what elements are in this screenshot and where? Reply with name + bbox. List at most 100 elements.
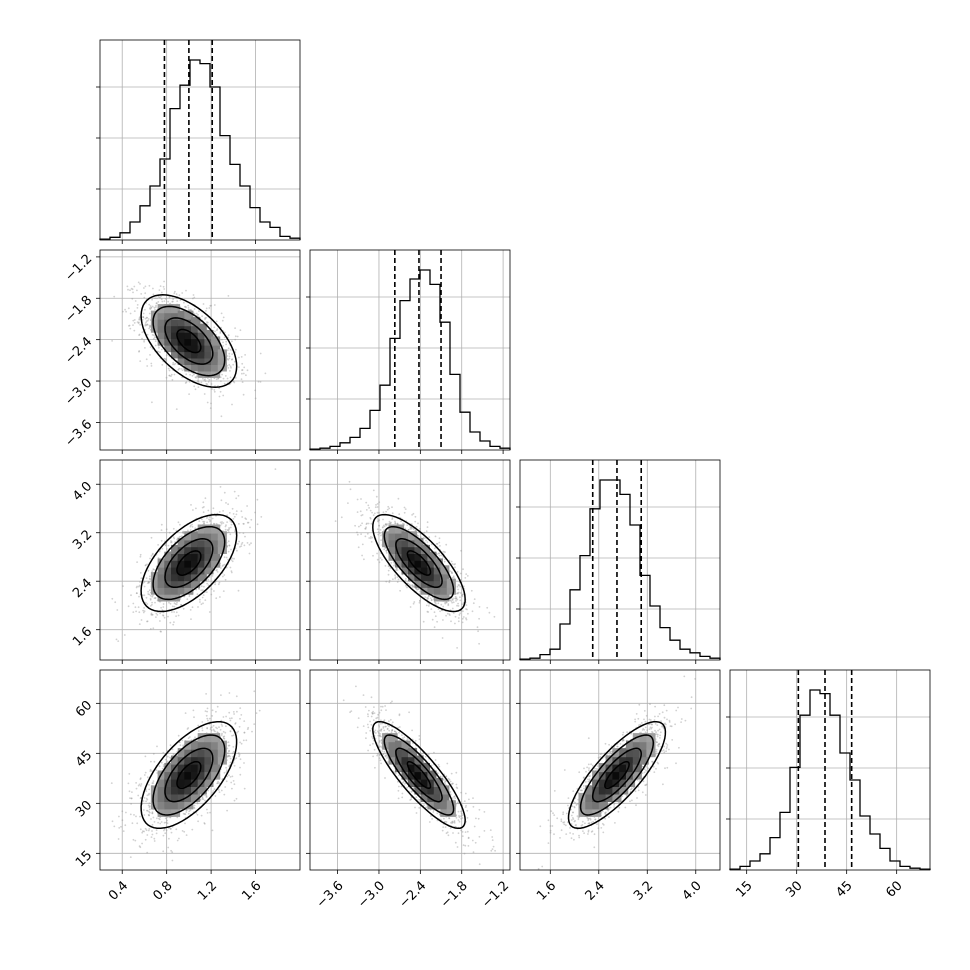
sample-point — [122, 310, 124, 313]
density-cell — [408, 544, 418, 554]
sample-point — [220, 499, 223, 502]
sample-point — [241, 516, 244, 518]
density-cell — [408, 572, 418, 582]
sample-point — [142, 312, 145, 315]
density-cell — [171, 585, 181, 595]
sample-point — [163, 829, 165, 832]
sample-point — [229, 526, 232, 529]
sample-point — [207, 584, 210, 587]
sample-point — [165, 354, 168, 356]
sample-point — [190, 504, 192, 506]
sample-point — [181, 369, 184, 372]
sample-point — [135, 610, 138, 613]
density-cell — [388, 524, 398, 534]
sample-point — [168, 369, 171, 372]
sample-point — [377, 533, 380, 536]
scatter-panel — [96, 459, 301, 664]
sample-point — [455, 597, 458, 599]
sample-point — [144, 323, 147, 326]
sample-point — [240, 510, 243, 513]
sample-point — [198, 588, 201, 590]
sample-point — [415, 526, 418, 528]
sample-point — [213, 523, 216, 525]
density-cell — [408, 551, 418, 561]
density-cell — [164, 343, 174, 353]
sample-point — [223, 771, 226, 774]
density-cell — [197, 531, 207, 541]
sample-point — [418, 601, 421, 604]
sample-point — [412, 602, 415, 605]
density-cell — [177, 585, 187, 595]
density-cell — [427, 572, 437, 582]
sample-point — [227, 529, 230, 532]
sample-point — [452, 575, 455, 578]
sample-point — [153, 334, 155, 337]
sample-point — [470, 589, 473, 592]
sample-point — [357, 546, 360, 549]
sample-point — [167, 615, 169, 618]
sample-point — [144, 564, 147, 566]
sample-point — [360, 498, 362, 500]
sample-point — [213, 389, 216, 391]
sample-point — [419, 600, 421, 602]
density-cell — [211, 355, 221, 365]
sample-point — [189, 524, 192, 527]
sample-point — [254, 511, 256, 514]
sample-point — [219, 376, 222, 379]
sample-point — [218, 395, 221, 398]
contour-line — [176, 328, 202, 354]
sample-point — [168, 374, 171, 377]
density-cell — [157, 565, 167, 575]
sample-point — [232, 513, 235, 515]
sample-point — [433, 611, 436, 614]
sample-point — [225, 524, 227, 527]
sample-point — [164, 358, 167, 361]
sample-point — [394, 522, 397, 525]
sample-point — [123, 634, 126, 636]
sample-point — [227, 347, 230, 350]
sample-point — [193, 308, 196, 310]
sample-point — [434, 601, 436, 604]
sample-point — [451, 601, 453, 604]
density-cell — [164, 578, 174, 588]
sample-point — [139, 553, 142, 556]
sample-point — [448, 614, 451, 616]
sample-point — [235, 497, 238, 500]
sample-point — [147, 590, 150, 593]
sample-point — [141, 337, 143, 340]
sample-point — [264, 372, 267, 375]
density-cell — [184, 565, 194, 575]
density-cell — [211, 531, 221, 541]
sample-point — [239, 707, 242, 709]
sample-point — [406, 586, 408, 589]
sample-point — [243, 731, 246, 734]
sample-point — [159, 285, 162, 287]
sample-point — [171, 605, 174, 608]
density-cell — [177, 578, 187, 588]
sample-point — [201, 518, 203, 521]
sample-point — [155, 612, 158, 615]
sample-point — [223, 556, 226, 559]
sample-point — [370, 541, 373, 543]
sample-point — [478, 617, 480, 620]
sample-point — [243, 366, 246, 369]
sample-point — [221, 338, 223, 341]
sample-point — [226, 775, 229, 778]
sample-point — [349, 488, 352, 491]
sample-point — [174, 362, 177, 365]
sample-point — [222, 316, 225, 319]
density-cell — [177, 538, 187, 548]
sample-point — [441, 637, 444, 639]
density-cell — [184, 336, 194, 346]
sample-point — [390, 521, 392, 524]
density-cell — [388, 551, 398, 561]
sample-point — [151, 830, 153, 832]
sample-point — [225, 566, 228, 569]
sample-point — [243, 523, 245, 525]
sample-point — [226, 358, 229, 360]
sample-point — [241, 362, 244, 365]
sample-point — [225, 502, 227, 504]
density-cell — [382, 531, 392, 541]
density-cell — [164, 304, 174, 314]
sample-point — [203, 506, 205, 508]
